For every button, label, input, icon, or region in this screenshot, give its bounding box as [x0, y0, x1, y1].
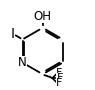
Text: N: N — [18, 56, 27, 69]
Text: I: I — [11, 27, 15, 41]
Text: F: F — [56, 68, 62, 78]
Text: F: F — [56, 78, 62, 88]
Text: F: F — [57, 73, 63, 83]
Text: OH: OH — [34, 10, 52, 23]
